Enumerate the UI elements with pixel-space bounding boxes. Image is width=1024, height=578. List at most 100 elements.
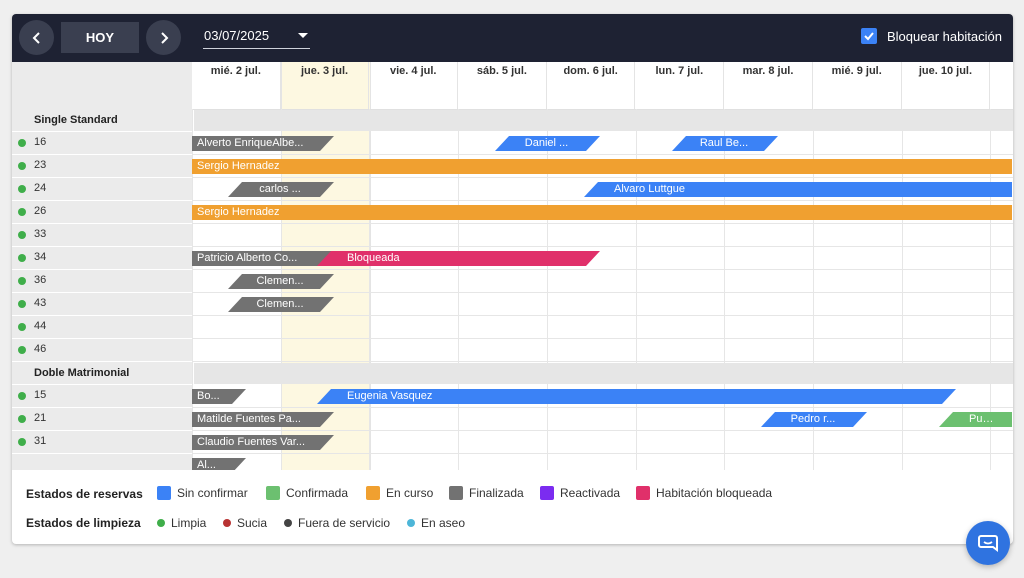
clean-status-dot: [18, 185, 26, 193]
chat-button[interactable]: [966, 521, 1010, 565]
reservation-state-legend-item: Confirmada: [266, 486, 348, 500]
clean-status-dot: [18, 415, 26, 423]
day-header[interactable]: mié. 2 jul.: [192, 62, 281, 109]
category-band: [194, 363, 1013, 384]
row-divider: [192, 200, 1013, 201]
room-label-cell[interactable]: [12, 454, 192, 470]
day-header[interactable]: jue. 10 jul.: [902, 62, 991, 109]
room-number: 23: [34, 159, 47, 171]
room-row: 21 Matilde Fuentes Pa... Pedro r... Pura Gu: [12, 408, 1013, 431]
room-label-cell[interactable]: 44: [12, 316, 192, 339]
room-label-cell[interactable]: 36: [12, 270, 192, 293]
cleaning-state-legend-item: En aseo: [407, 516, 465, 530]
legend-label: Sucia: [237, 516, 268, 530]
room-label-cell[interactable]: 23: [12, 155, 192, 178]
legend-label: En aseo: [421, 516, 466, 530]
grid-column-line: [458, 109, 460, 470]
room-label-cell[interactable]: 16: [12, 132, 192, 155]
day-header[interactable]: lun. 7 jul.: [636, 62, 725, 109]
row-divider: [192, 292, 1013, 293]
room-number: 24: [34, 182, 47, 194]
room-label-cell[interactable]: 24: [12, 178, 192, 201]
booking-bar[interactable]: Bloqueada: [317, 251, 600, 266]
booking-bar[interactable]: Daniel ...: [495, 136, 600, 151]
booking-grid: mié. 2 jul. jue. 3 jul. vie. 4 jul. sáb. 5 …: [12, 62, 1013, 470]
date-header-row: mié. 2 jul. jue. 3 jul. vie. 4 jul. sáb. 5 …: [12, 62, 1013, 110]
chevron-right-icon: [160, 31, 168, 44]
room-row: 23 Sergio Hernadez: [12, 155, 1013, 178]
calendar-card: HOY 03/07/2025 Bloquear habitación mié. …: [12, 14, 1013, 544]
category-band: [194, 110, 1013, 131]
cleaning-state-legend-item: Limpia: [157, 516, 206, 530]
booking-bar[interactable]: Bo...: [192, 389, 246, 404]
row-divider: [192, 223, 1013, 224]
clean-status-dot: [18, 438, 26, 446]
room-row: 36 Clemen...: [12, 270, 1013, 293]
booking-bar[interactable]: Alvaro Luttgue: [584, 182, 1012, 197]
day-header[interactable]: jue. 3 jul.: [281, 62, 370, 109]
room-label-cell[interactable]: 26: [12, 201, 192, 224]
room-number: 26: [34, 205, 47, 217]
clean-status-dot: [18, 231, 26, 239]
booking-bar[interactable]: Claudio Fuentes Var...: [192, 435, 334, 450]
today-button[interactable]: HOY: [61, 22, 139, 53]
room-number: 44: [34, 320, 47, 332]
booking-bar[interactable]: Pedro r...: [761, 412, 867, 427]
row-divider: [192, 361, 1013, 362]
color-swatch: [636, 486, 650, 500]
booking-bar[interactable]: Al...: [192, 458, 246, 470]
row-divider: [192, 430, 1013, 431]
booking-bar[interactable]: Sergio Hernadez: [192, 205, 1012, 220]
room-label-cell[interactable]: 46: [12, 339, 192, 362]
day-header[interactable]: mar. 8 jul.: [724, 62, 813, 109]
color-swatch: [266, 486, 280, 500]
clean-status-dot: [18, 208, 26, 216]
room-label-cell[interactable]: 15: [12, 385, 192, 408]
booking-bar[interactable]: Patricio Alberto Co...: [192, 251, 334, 266]
room-label-cell[interactable]: 33: [12, 224, 192, 247]
prev-button[interactable]: [19, 20, 54, 55]
day-header[interactable]: sáb. 5 jul.: [458, 62, 547, 109]
legend-label: Limpia: [171, 516, 207, 530]
room-label-cell[interactable]: 34: [12, 247, 192, 270]
legend-label: Confirmada: [286, 486, 349, 500]
day-header[interactable]: mié. 9 jul.: [813, 62, 902, 109]
day-header[interactable]: vie. 4 jul.: [369, 62, 459, 109]
room-label-cell[interactable]: 21: [12, 408, 192, 431]
booking-bar[interactable]: Matilde Fuentes Pa...: [192, 412, 334, 427]
booking-bar[interactable]: Clemen...: [228, 274, 334, 289]
booking-bar[interactable]: Sergio Hernadez: [192, 159, 1012, 174]
row-divider: [192, 246, 1013, 247]
reservation-state-legend-item: Reactivada: [540, 486, 620, 500]
booking-bar[interactable]: Raul Be...: [672, 136, 778, 151]
day-header[interactable]: dom. 6 jul.: [547, 62, 636, 109]
legend-label: Habitación bloqueada: [656, 486, 773, 500]
room-row: 34 Patricio Alberto Co... Bloqueada: [12, 247, 1013, 270]
booking-bar[interactable]: Clemen...: [228, 297, 334, 312]
color-swatch: [157, 486, 171, 500]
room-label-cell[interactable]: 43: [12, 293, 192, 316]
booking-bar[interactable]: Pura Gu: [939, 412, 1012, 427]
date-picker[interactable]: 03/07/2025: [203, 24, 310, 49]
room-row: 16 Alverto EnriqueAlbe... Daniel ... Raul B…: [12, 132, 1013, 155]
reservations-legend-title: Estados de reservas: [26, 487, 143, 501]
checkbox-checked-icon: [861, 28, 877, 44]
cleaning-state-legend-item: Fuera de servicio: [284, 516, 390, 530]
grid-column-line: [369, 109, 371, 470]
booking-bar[interactable]: Eugenia Vasquez: [317, 389, 956, 404]
clean-status-dot: [18, 323, 26, 331]
block-room-checkbox[interactable]: Bloquear habitación: [861, 27, 1002, 45]
room-label-cell[interactable]: 31: [12, 431, 192, 454]
booking-bar[interactable]: carlos ...: [228, 182, 334, 197]
grid-column-line: [280, 109, 282, 470]
room-number: 43: [34, 297, 47, 309]
room-row: 24 carlos ... Alvaro Luttgue: [12, 178, 1013, 201]
grid-column-line: [635, 109, 637, 470]
legend-label: Finalizada: [469, 486, 524, 500]
category-name: Single Standard: [34, 114, 118, 126]
row-divider: [192, 154, 1013, 155]
clean-status-dot: [18, 300, 26, 308]
booking-bar[interactable]: Alverto EnriqueAlbe...: [192, 136, 334, 151]
next-button[interactable]: [146, 20, 181, 55]
color-swatch: [449, 486, 463, 500]
